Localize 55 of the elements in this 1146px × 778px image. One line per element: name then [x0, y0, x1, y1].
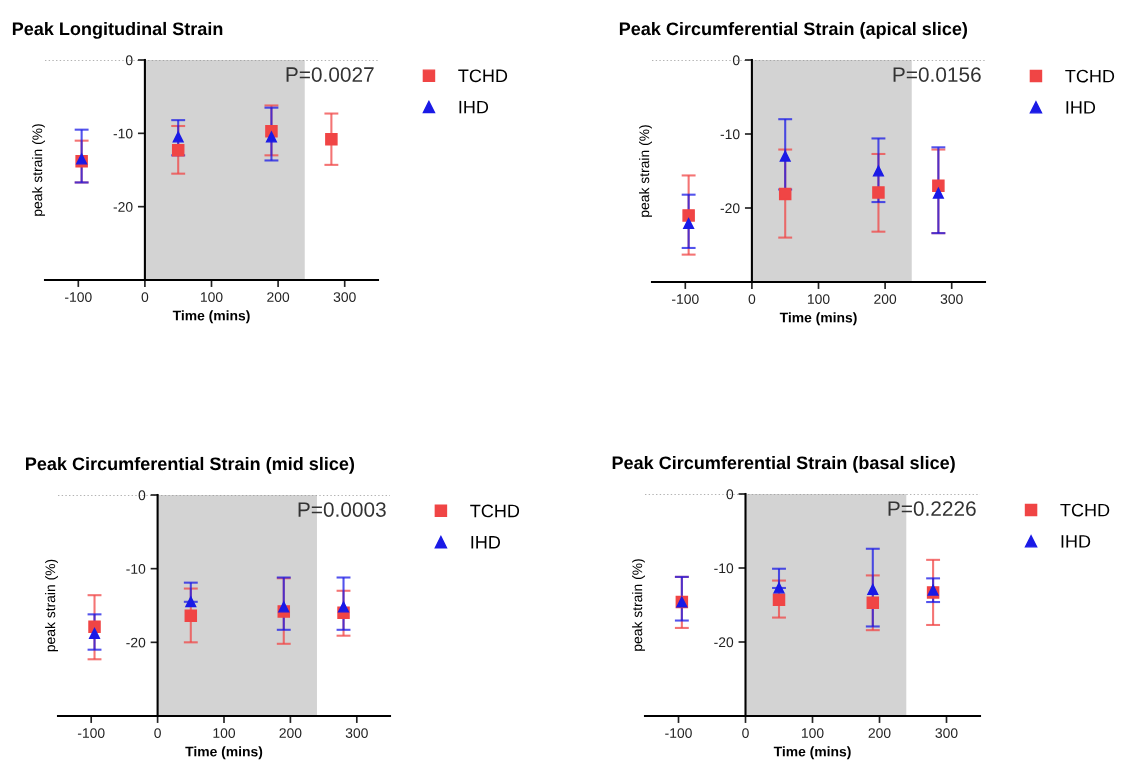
x-axis-title: Time (mins)	[773, 746, 851, 760]
x-tick-label: -100	[665, 728, 692, 739]
legend-label: IHD	[1061, 535, 1091, 548]
y-tick-label: -10	[714, 563, 734, 574]
x-tick-label: -100	[672, 294, 699, 305]
legend-label: IHD	[459, 100, 489, 114]
chart-title: Peak Circumferential Strain (mid slice)	[26, 456, 355, 474]
y-tick-label: 0	[125, 55, 133, 66]
x-axis-title: Time (mins)	[172, 310, 250, 324]
annotation: P=0.2226	[888, 501, 976, 516]
y-tick-label: 0	[732, 55, 740, 66]
x-tick-label: 100	[801, 728, 824, 739]
legend-label: IHD	[1066, 101, 1096, 114]
x-tick-label: 100	[200, 292, 223, 303]
x-tick-label: 200	[874, 294, 897, 305]
y-tick-label: -20	[113, 202, 133, 212]
legend-label: TCHD	[458, 69, 508, 83]
legend-label: TCHD	[1065, 69, 1115, 83]
y-axis-title: peak strain (%)	[32, 124, 45, 216]
y-tick-label: 0	[138, 490, 146, 501]
y-tick-label: 0	[726, 489, 734, 500]
x-tick-label: 200	[868, 728, 891, 739]
x-tick-label: 0	[748, 294, 756, 305]
y-tick-label: -20	[714, 637, 734, 648]
y-tick-label: -10	[126, 564, 146, 574]
annotation: P=0.0156	[893, 67, 981, 82]
y-tick-label: -20	[720, 203, 740, 214]
x-axis-title: Time (mins)	[185, 746, 263, 760]
chart-title: Peak Circumferential Strain (basal slice)	[612, 455, 955, 473]
y-axis-title: peak strain (%)	[45, 559, 58, 652]
x-tick-label: -100	[65, 292, 92, 303]
y-axis-title: peak strain (%)	[632, 559, 645, 651]
x-tick-label: -100	[77, 728, 105, 739]
x-tick-label: 0	[154, 728, 161, 739]
x-tick-label: 0	[742, 728, 749, 739]
chart-title: Peak Circumferential Strain (apical slice)	[619, 21, 968, 39]
x-tick-label: 300	[345, 728, 368, 739]
annotation: P=0.0027	[286, 67, 374, 82]
y-tick-label: -10	[113, 128, 133, 139]
x-tick-label: 200	[279, 728, 302, 739]
y-axis-title: peak strain (%)	[639, 125, 652, 217]
legend-label: TCHD	[470, 504, 520, 518]
legend-label: IHD	[471, 536, 501, 549]
x-tick-label: 200	[267, 292, 290, 303]
x-tick-label: 100	[807, 294, 830, 305]
x-tick-label: 300	[940, 294, 963, 305]
x-tick-label: 300	[333, 292, 356, 303]
legend-label: TCHD	[1060, 503, 1110, 517]
y-tick-label: -20	[126, 637, 146, 648]
y-tick-label: -10	[720, 129, 740, 140]
x-axis-title: Time (mins)	[779, 312, 857, 326]
x-tick-label: 300	[935, 728, 958, 739]
x-tick-label: 100	[213, 728, 236, 739]
annotation: P=0.0003	[298, 502, 386, 517]
chart-title: Peak Longitudinal Strain	[12, 21, 223, 39]
